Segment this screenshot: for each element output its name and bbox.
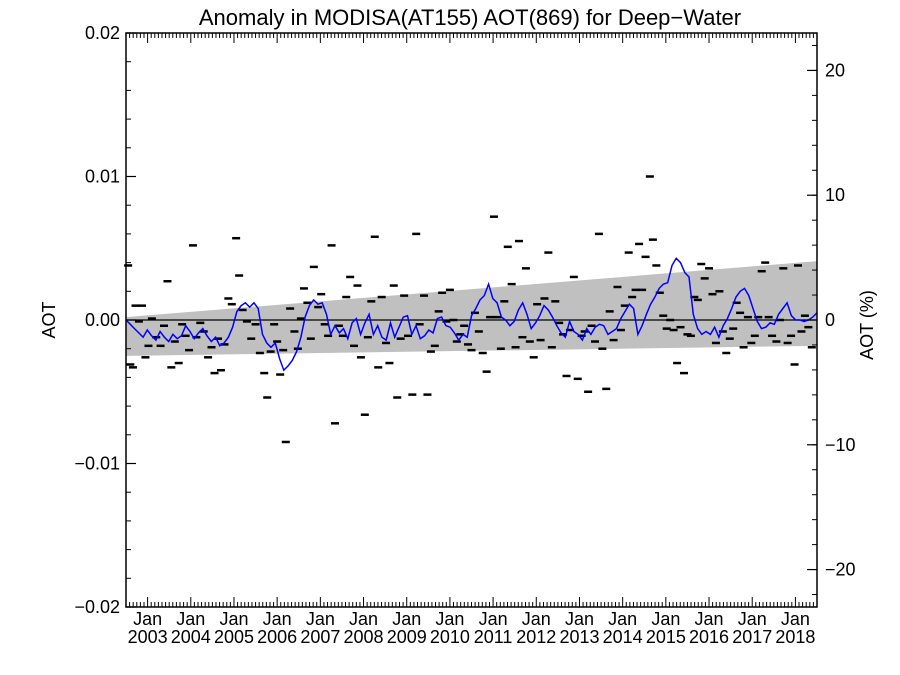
left-tick-label: −0.01 xyxy=(74,454,120,474)
x-tick-year: 2009 xyxy=(387,627,427,647)
band-layer xyxy=(126,261,817,356)
x-tick-year: 2006 xyxy=(257,627,297,647)
x-tick-month: Jan xyxy=(738,609,767,629)
x-tick-year: 2012 xyxy=(516,627,556,647)
y-axis-label-left: AOT xyxy=(39,301,59,338)
right-tick-label: 0 xyxy=(825,310,835,330)
x-tick-year: 2018 xyxy=(775,627,815,647)
right-tick-label: −20 xyxy=(825,560,856,580)
line-layer xyxy=(125,257,818,372)
x-tick-month: Jan xyxy=(349,609,378,629)
right-tick-label: 20 xyxy=(825,60,845,80)
chart-title: Anomaly in MODISA(AT155) AOT(869) for De… xyxy=(199,5,741,30)
x-tick-year: 2005 xyxy=(214,627,254,647)
x-tick-year: 2016 xyxy=(689,627,729,647)
x-tick-year: 2010 xyxy=(430,627,470,647)
right-axis: −20 −10 0 10 20 xyxy=(807,44,856,596)
left-tick-label: 0.00 xyxy=(85,310,120,330)
right-tick-label: 10 xyxy=(825,185,845,205)
x-tick-year: 2014 xyxy=(603,627,643,647)
left-tick-label: 0.01 xyxy=(85,167,120,187)
uncertainty-band xyxy=(126,261,817,356)
x-tick-month: Jan xyxy=(479,609,508,629)
x-tick-month: Jan xyxy=(608,609,637,629)
anomaly-line xyxy=(125,257,818,372)
x-tick-month: Jan xyxy=(435,609,464,629)
y-axis-label-right: AOT (%) xyxy=(857,290,877,360)
x-axis: Jan2003Jan2004Jan2005Jan2006Jan2007Jan20… xyxy=(125,33,818,647)
x-tick-month: Jan xyxy=(219,609,248,629)
x-tick-month: Jan xyxy=(306,609,335,629)
x-tick-year: 2003 xyxy=(128,627,168,647)
x-tick-month: Jan xyxy=(263,609,292,629)
left-tick-label: 0.02 xyxy=(85,23,120,43)
x-tick-month: Jan xyxy=(392,609,421,629)
left-tick-label: −0.02 xyxy=(74,597,120,617)
x-tick-year: 2017 xyxy=(732,627,772,647)
x-tick-month: Jan xyxy=(565,609,594,629)
x-tick-month: Jan xyxy=(695,609,724,629)
left-axis: −0.02 −0.01 0.00 0.01 0.02 xyxy=(74,23,136,617)
x-tick-month: Jan xyxy=(781,609,810,629)
x-tick-month: Jan xyxy=(651,609,680,629)
right-tick-label: −10 xyxy=(825,435,856,455)
x-tick-year: 2008 xyxy=(344,627,384,647)
points-layer xyxy=(124,175,816,444)
x-tick-year: 2004 xyxy=(171,627,211,647)
x-tick-year: 2007 xyxy=(300,627,340,647)
x-tick-month: Jan xyxy=(133,609,162,629)
x-tick-month: Jan xyxy=(522,609,551,629)
x-tick-month: Jan xyxy=(176,609,205,629)
x-tick-year: 2015 xyxy=(646,627,686,647)
x-tick-year: 2013 xyxy=(559,627,599,647)
x-tick-year: 2011 xyxy=(474,627,513,647)
